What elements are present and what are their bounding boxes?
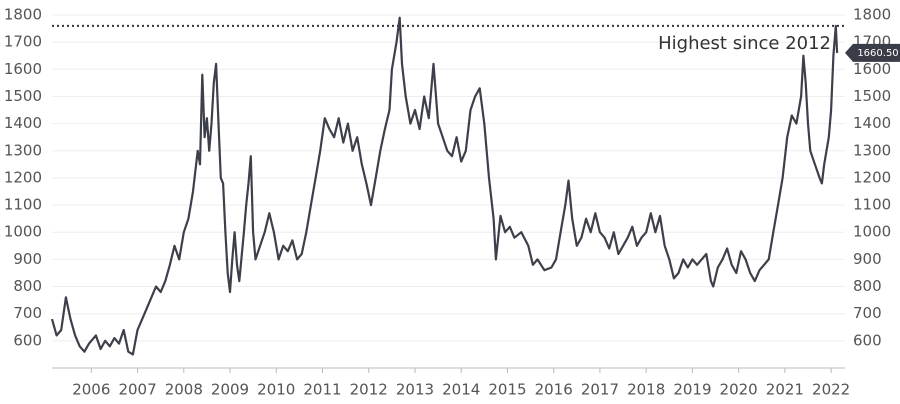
y-tick-label: 1000 xyxy=(4,223,42,241)
y-tick-label: 900 xyxy=(13,250,42,268)
y2-tick-label: 1000 xyxy=(853,223,891,241)
y-tick-label: 800 xyxy=(13,277,42,295)
y2-tick-label: 1100 xyxy=(853,196,891,214)
value-label: 1660.50 xyxy=(857,48,898,59)
y-tick-label: 1800 xyxy=(4,6,42,24)
x-tick-label: 2013 xyxy=(396,381,434,399)
y2-tick-label: 1800 xyxy=(853,6,891,24)
price-line xyxy=(50,16,839,356)
y-tick-label: 1400 xyxy=(4,114,42,132)
y-tick-label: 1500 xyxy=(4,87,42,105)
y-tick-label: 1700 xyxy=(4,33,42,51)
y-tick-label: 700 xyxy=(13,304,42,322)
x-tick-label: 2014 xyxy=(442,381,480,399)
x-tick-label: 2020 xyxy=(720,381,758,399)
x-tick-label: 2017 xyxy=(581,381,619,399)
value-label-box xyxy=(845,43,900,62)
y2-tick-label: 900 xyxy=(853,250,882,268)
x-tick-label: 2009 xyxy=(211,381,249,399)
x-tick-label: 2019 xyxy=(673,381,711,399)
y2-tick-label: 1200 xyxy=(853,168,891,186)
x-tick-label: 2010 xyxy=(257,381,295,399)
y-tick-label: 1200 xyxy=(4,168,42,186)
y-tick-label: 1300 xyxy=(4,141,42,159)
y2-tick-label: 600 xyxy=(853,331,882,349)
y2-tick-label: 700 xyxy=(853,304,882,322)
y2-tick-label: 1600 xyxy=(853,60,891,78)
y-tick-label: 1100 xyxy=(4,196,42,214)
annotation: Highest since 2012 xyxy=(658,33,831,54)
x-tick-label: 2016 xyxy=(535,381,573,399)
x-tick-label: 2018 xyxy=(627,381,665,399)
x-tick-label: 2008 xyxy=(165,381,203,399)
y2-tick-label: 800 xyxy=(853,277,882,295)
y2-tick-label: 1300 xyxy=(853,141,891,159)
x-tick-label: 2011 xyxy=(303,381,341,399)
y-tick-label: 600 xyxy=(13,331,42,349)
x-tick-label: 2006 xyxy=(72,381,110,399)
x-tick-label: 2015 xyxy=(488,381,526,399)
y-tick-label: 1600 xyxy=(4,60,42,78)
x-tick-label: 2022 xyxy=(812,381,850,399)
y2-tick-label: 1400 xyxy=(853,114,891,132)
x-tick-label: 2012 xyxy=(350,381,388,399)
x-tick-label: 2007 xyxy=(118,381,156,399)
x-tick-label: 2021 xyxy=(766,381,804,399)
y2-tick-label: 1500 xyxy=(853,87,891,105)
